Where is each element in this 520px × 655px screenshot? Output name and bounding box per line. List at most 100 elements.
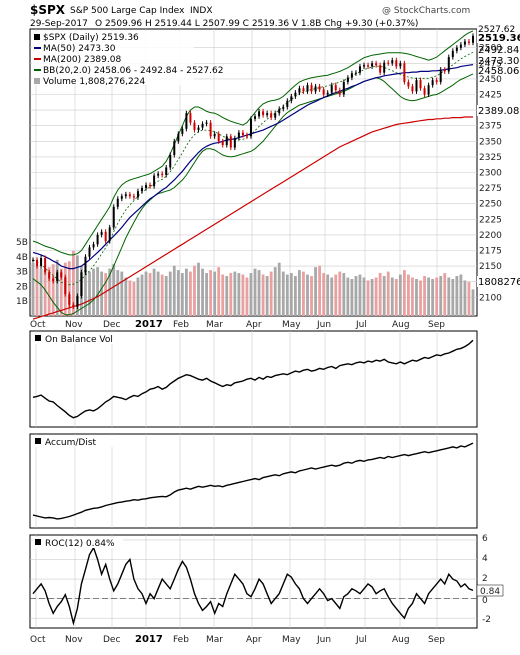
symbol-description: S&P 500 Large Cap Index — [70, 6, 185, 16]
xaxis-label-Oct-1: Oct — [30, 635, 46, 645]
tag-volume: 1808276 — [478, 277, 520, 288]
price-candle-body-71 — [318, 86, 321, 90]
price-candle-body-50 — [233, 138, 236, 148]
price-candle-body-9 — [68, 294, 71, 305]
price-candle-body-20 — [112, 206, 115, 228]
price-candle-body-32 — [161, 173, 164, 175]
volume-bar-98 — [427, 277, 430, 316]
volume-bar-6 — [55, 259, 59, 316]
price-candle-body-23 — [124, 194, 127, 197]
legend-bb: BB(20,2.0) 2458.06 - 2492.84 - 2527.62 — [43, 66, 223, 76]
price-candle-body-59 — [270, 113, 273, 118]
price-candle-body-12 — [80, 272, 83, 297]
volume-bar-85 — [374, 277, 378, 316]
legend-price: $SPX (Daily) 2519.36 — [43, 33, 139, 43]
volume-bar-99 — [431, 279, 435, 316]
ad-panel-frame — [29, 433, 478, 529]
price-candle-body-60 — [274, 113, 277, 118]
price-candle-body-100 — [435, 80, 438, 83]
price-candle-body-47 — [221, 141, 224, 146]
tag-price-bg — [477, 32, 519, 43]
price-candle-body-53 — [245, 135, 248, 137]
price-candle-body-72 — [322, 89, 325, 95]
volume-bar-9 — [67, 261, 71, 316]
volume-tick-3B: 3B — [16, 268, 28, 278]
volume-bar-72 — [322, 273, 326, 316]
volume-bar-22 — [120, 271, 124, 316]
price-candle-body-36 — [177, 133, 180, 142]
xaxis-label-Aug-1: Aug — [392, 635, 410, 645]
price-candle-body-56 — [258, 111, 261, 117]
volume-bar-108 — [467, 281, 471, 316]
price-tick-2250: 2250 — [479, 200, 502, 210]
price-candle-body-102 — [443, 69, 446, 72]
volume-bar-109 — [471, 289, 475, 316]
grid-layer — [30, 29, 477, 628]
volume-bar-46 — [217, 267, 221, 316]
price-candle-body-92 — [403, 63, 406, 83]
price-candle-body-81 — [358, 66, 361, 73]
tag-bb-mid: 2492.84 — [478, 45, 519, 56]
volume-bar-61 — [277, 262, 281, 316]
xaxis-label-Sep-0: Sep — [428, 320, 445, 330]
price-tick-2375: 2375 — [479, 122, 502, 132]
volume-bar-44 — [209, 270, 213, 316]
volume-bar-3 — [43, 270, 47, 316]
price-candle-body-90 — [395, 60, 398, 67]
price-candle-body-34 — [169, 155, 172, 168]
volume-bar-95 — [415, 279, 418, 316]
price-candle-body-64 — [290, 96, 293, 101]
price-candle-body-93 — [407, 82, 410, 87]
volume-bar-62 — [281, 271, 285, 316]
price-candle-body-108 — [467, 41, 470, 43]
volume-bar-91 — [398, 274, 402, 316]
xaxis-label-Jul-0: Jul — [355, 320, 367, 330]
volume-bar-66 — [298, 270, 301, 316]
price-candle-body-17 — [100, 231, 103, 235]
price-candle-body-1 — [36, 259, 39, 267]
ad-label-bg — [33, 436, 113, 447]
price-candle-body-13 — [84, 256, 87, 273]
price-candle-body-105 — [455, 47, 458, 51]
price-candle-body-58 — [266, 113, 269, 116]
xaxis-label-Sep-1: Sep — [428, 635, 445, 645]
tag-ma200-bg — [477, 105, 520, 116]
price-legend: $SPX (Daily) 2519.36 MA(50) 2473.30 MA(2… — [32, 31, 223, 87]
xaxis-label-Mar-1: Mar — [206, 635, 223, 645]
volume-bar-79 — [350, 279, 354, 316]
volume-bar-77 — [342, 273, 346, 316]
volume-tick-2B: 2B — [16, 282, 28, 292]
xaxis-label-Oct-0: Oct — [30, 320, 46, 330]
volume-bar-24 — [128, 280, 132, 316]
volume-bar-81 — [358, 274, 362, 316]
price-tick-2225: 2225 — [479, 215, 502, 225]
price-candle-body-0 — [32, 259, 34, 261]
xaxis-label-Dec-1: Dec — [103, 635, 120, 645]
volume-bar-26 — [136, 277, 140, 316]
price-candle-body-44 — [209, 122, 212, 137]
price-candle-body-74 — [330, 85, 333, 93]
volume-bar-68 — [306, 274, 309, 316]
price-candle-body-11 — [76, 296, 79, 307]
volume-bar-2 — [39, 268, 43, 316]
volume-bar-87 — [382, 276, 386, 316]
volume-bar-49 — [229, 273, 233, 316]
price-candle-body-65 — [294, 92, 297, 97]
volume-bar-90 — [394, 279, 398, 316]
volume-bar-35 — [172, 265, 176, 316]
volume-bar-15 — [92, 268, 95, 316]
volume-bar-92 — [402, 270, 406, 316]
roc-tick-2: 2 — [482, 574, 488, 584]
price-candle-body-3 — [44, 257, 47, 273]
roc-ticks: 6 4 2 0.84 0 -2 — [476, 534, 504, 625]
volume-bar-106 — [459, 274, 463, 316]
volume-tick-5B: 5B — [16, 238, 28, 248]
tag-volume-bg — [477, 276, 520, 287]
volume-bar-42 — [201, 268, 204, 316]
price-candle-body-39 — [189, 113, 192, 123]
volume-bar-36 — [176, 270, 180, 316]
volume-bar-84 — [370, 279, 374, 316]
price-candle-body-97 — [423, 88, 426, 95]
volume-bar-64 — [289, 273, 293, 316]
